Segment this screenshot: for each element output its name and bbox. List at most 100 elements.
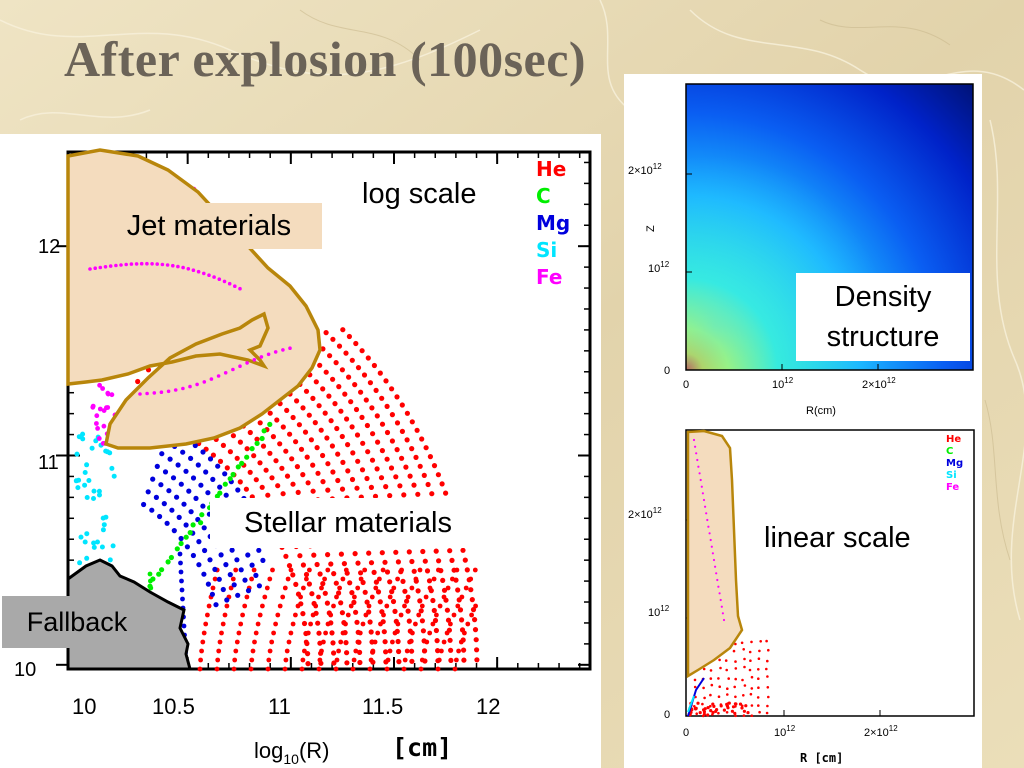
he-dot (234, 455, 240, 461)
c-dot (190, 522, 196, 528)
linear-he-dot (709, 709, 713, 713)
linear-fe-dot (718, 592, 721, 595)
c-dot (239, 460, 245, 466)
he-dot (336, 343, 343, 349)
he-dot (375, 589, 382, 595)
he-dot (280, 424, 286, 430)
he-dot (290, 621, 296, 627)
he-dot (269, 639, 275, 645)
he-dot (354, 432, 361, 438)
he-dot (300, 657, 306, 663)
linear-si-trace (687, 695, 695, 713)
linear-he-dot (765, 711, 769, 715)
linear-he-dot (696, 701, 700, 705)
jet-fe-dot (202, 271, 206, 276)
mg-dot (202, 547, 208, 554)
he-dot (341, 561, 347, 567)
he-dot (232, 657, 238, 663)
linear-he-dot (734, 695, 737, 699)
jet-fe-dot (266, 352, 271, 357)
he-dot (359, 414, 365, 420)
he-dot (455, 587, 461, 593)
he-dot (421, 648, 427, 654)
he-dot (298, 446, 305, 452)
he-dot (321, 639, 326, 645)
linear-he-dot (765, 667, 768, 671)
he-dot (248, 666, 254, 672)
he-dot (436, 657, 442, 663)
linear-he-dot (742, 694, 745, 697)
he-dot (342, 391, 348, 397)
he-dot (454, 657, 459, 663)
linear-he-dot (693, 685, 697, 689)
he-dot (423, 594, 429, 600)
he-dot (378, 475, 385, 481)
he-dot (222, 612, 228, 618)
linear-fe-dot (719, 598, 722, 602)
he-dot (429, 491, 435, 497)
he-dot (282, 585, 288, 591)
density-xtick-1e12: 1012 (772, 376, 794, 391)
he-dot (286, 639, 292, 645)
he-dot (330, 469, 336, 475)
jet-fe-dot (202, 380, 207, 384)
he-dot (252, 639, 257, 645)
mg-dot (192, 442, 198, 449)
he-dot (333, 360, 339, 366)
he-dot (419, 657, 425, 663)
jet-fe-dot (173, 388, 178, 392)
he-dot (402, 603, 407, 609)
he-dot (365, 449, 371, 455)
he-dot (244, 446, 250, 452)
mg-dot (253, 572, 259, 578)
mg-dot (180, 596, 185, 602)
he-dot (310, 488, 316, 494)
he-dot (313, 603, 319, 609)
he-dot (415, 491, 421, 497)
he-dot (447, 637, 453, 643)
he-dot (253, 477, 259, 483)
he-dot (293, 612, 298, 618)
he-dot (368, 629, 374, 635)
he-dot (454, 567, 460, 573)
he-dot (275, 612, 281, 618)
linear-fe-dot (712, 558, 716, 562)
linear-fe-dot (721, 612, 724, 615)
he-dot (375, 630, 381, 636)
linear-he-dot (710, 683, 714, 687)
he-dot (277, 441, 283, 447)
mg-dot (231, 582, 237, 588)
density-xtick-0: 0 (683, 379, 689, 391)
mg-dot (196, 539, 202, 545)
he-dot (417, 598, 423, 604)
he-dot (422, 558, 428, 564)
he-dot (409, 446, 415, 452)
he-dot (409, 558, 415, 565)
he-dot (257, 612, 263, 618)
he-dot (253, 630, 259, 636)
he-dot (199, 648, 205, 654)
xtick-12: 12 (476, 694, 500, 719)
he-dot (301, 585, 306, 591)
he-dot (439, 481, 445, 487)
linear-he-dot (724, 659, 728, 662)
si-dot (103, 514, 109, 520)
he-dot (338, 639, 344, 645)
jet-fe-dot (207, 273, 211, 277)
he-dot (325, 567, 331, 573)
he-dot (206, 603, 212, 609)
linear-he-dot (727, 677, 730, 680)
he-dot (417, 567, 423, 573)
linear-fe-dot (695, 452, 698, 455)
si-dot (95, 539, 100, 545)
linear-legend-c: C (946, 446, 953, 457)
jet-materials-label: Jet materials (96, 203, 322, 249)
he-dot (378, 621, 383, 627)
he-dot (338, 408, 344, 414)
mg-dot (178, 569, 184, 575)
he-dot (290, 481, 296, 487)
fe-dot (97, 406, 103, 412)
he-dot (456, 648, 461, 654)
he-dot (344, 416, 350, 422)
he-dot (371, 569, 377, 575)
